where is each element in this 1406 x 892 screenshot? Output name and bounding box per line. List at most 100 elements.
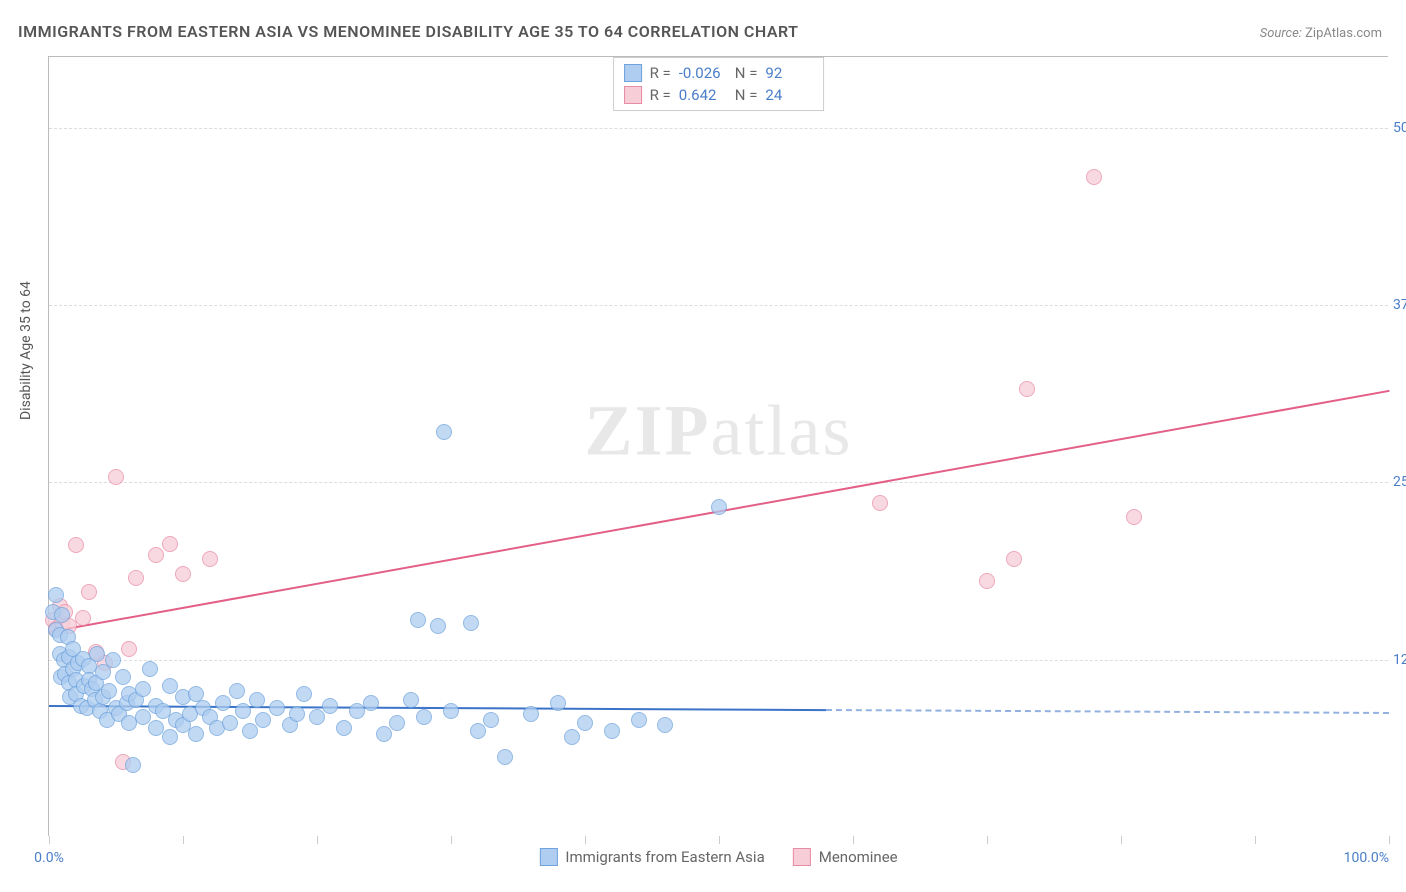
stats-legend: R = -0.026 N = 92 R = 0.642 N = 24 [613, 57, 825, 111]
data-point [470, 723, 486, 739]
data-point [108, 469, 124, 485]
n-label-1: N = [735, 86, 758, 104]
y-tick-label: 50.0% [1393, 120, 1406, 136]
data-point [604, 723, 620, 739]
data-point [215, 695, 231, 711]
source-link[interactable]: ZipAtlas.com [1305, 26, 1382, 41]
data-point [363, 695, 379, 711]
source-label: Source: [1260, 26, 1302, 41]
data-point [75, 610, 91, 626]
data-point [577, 715, 593, 731]
watermark: ZIPatlas [585, 389, 853, 472]
data-point [296, 686, 312, 702]
legend-swatch-0 [539, 848, 557, 866]
x-tick [49, 836, 50, 844]
data-point [309, 709, 325, 725]
x-tick [451, 836, 452, 844]
r-value-1: 0.642 [679, 86, 727, 104]
data-point [269, 700, 285, 716]
data-point [410, 612, 426, 628]
data-point [188, 726, 204, 742]
data-point [711, 499, 727, 515]
data-point [443, 703, 459, 719]
data-point [322, 698, 338, 714]
data-point [389, 715, 405, 731]
data-point [872, 495, 888, 511]
x-tick [183, 836, 184, 844]
data-point [1019, 381, 1035, 397]
data-point [148, 547, 164, 563]
data-point [175, 566, 191, 582]
scatter-chart: ZIPatlas R = -0.026 N = 92 R = 0.642 N =… [48, 56, 1388, 836]
n-value-0: 92 [765, 64, 813, 82]
data-point [125, 757, 141, 773]
data-point [48, 587, 64, 603]
gridline-h [49, 128, 1388, 129]
y-tick-label: 37.5% [1393, 297, 1406, 313]
data-point [142, 661, 158, 677]
data-point [162, 536, 178, 552]
data-point [229, 683, 245, 699]
legend-swatch-1 [793, 848, 811, 866]
swatch-series-0 [624, 64, 642, 82]
x-tick [1389, 836, 1390, 844]
data-point [135, 709, 151, 725]
data-point [1126, 509, 1142, 525]
x-tick [1255, 836, 1256, 844]
source-attribution: Source: ZipAtlas.com [1260, 26, 1382, 41]
legend-item-0: Immigrants from Eastern Asia [539, 848, 764, 866]
data-point [135, 681, 151, 697]
stats-row-0: R = -0.026 N = 92 [624, 62, 814, 84]
data-point [242, 723, 258, 739]
x-tick [585, 836, 586, 844]
data-point [222, 715, 238, 731]
data-point [235, 703, 251, 719]
data-point [430, 618, 446, 634]
x-tick [987, 836, 988, 844]
y-axis-label: Disability Age 35 to 64 [18, 281, 34, 420]
data-point [564, 729, 580, 745]
data-point [416, 709, 432, 725]
n-value-1: 24 [765, 86, 813, 104]
data-point [1086, 169, 1102, 185]
gridline-h [49, 305, 1388, 306]
x-tick [853, 836, 854, 844]
x-tick [1121, 836, 1122, 844]
data-point [289, 706, 305, 722]
r-label-0: R = [650, 64, 671, 82]
x-tick-label-max: 100.0% [1344, 850, 1389, 866]
bottom-legend: Immigrants from Eastern Asia Menominee [539, 848, 897, 866]
r-label-1: R = [650, 86, 671, 104]
gridline-h [49, 660, 1388, 661]
x-tick [719, 836, 720, 844]
gridline-h [49, 482, 1388, 483]
y-tick-label: 12.5% [1393, 652, 1406, 668]
data-point [128, 570, 144, 586]
x-tick-label-min: 0.0% [34, 850, 64, 866]
data-point [121, 641, 137, 657]
legend-label-1: Menominee [819, 848, 898, 866]
watermark-part1: ZIP [585, 390, 711, 470]
stats-row-1: R = 0.642 N = 24 [624, 84, 814, 106]
legend-item-1: Menominee [793, 848, 898, 866]
data-point [202, 551, 218, 567]
swatch-series-1 [624, 86, 642, 104]
data-point [979, 573, 995, 589]
data-point [255, 712, 271, 728]
data-point [162, 729, 178, 745]
data-point [54, 607, 70, 623]
y-tick-label: 25.0% [1393, 474, 1406, 490]
chart-title: IMMIGRANTS FROM EASTERN ASIA VS MENOMINE… [18, 22, 799, 41]
data-point [497, 749, 513, 765]
data-point [249, 692, 265, 708]
data-point [436, 424, 452, 440]
data-point [403, 692, 419, 708]
data-point [105, 652, 121, 668]
n-label-0: N = [735, 64, 758, 82]
data-point [657, 717, 673, 733]
data-point [376, 726, 392, 742]
trend-line-dashed [826, 709, 1389, 714]
data-point [1006, 551, 1022, 567]
data-point [101, 683, 117, 699]
x-tick [317, 836, 318, 844]
